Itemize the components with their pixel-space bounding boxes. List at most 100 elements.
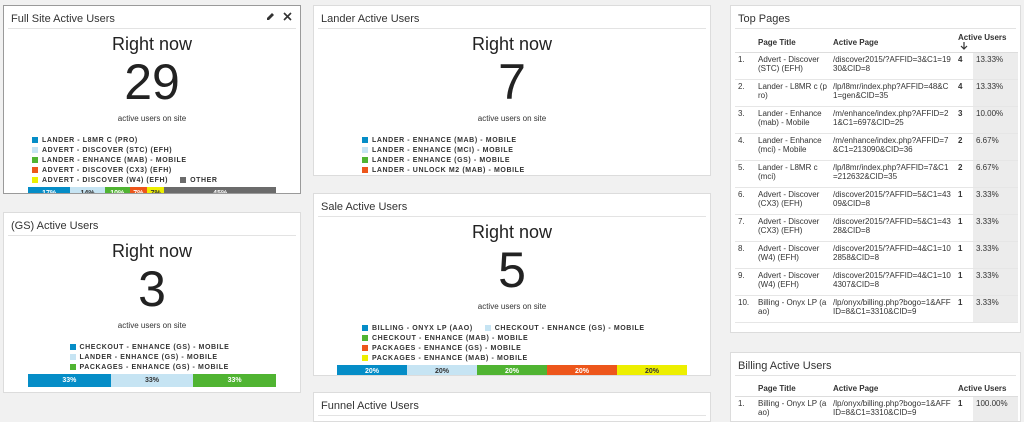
sort-arrow[interactable] — [960, 42, 968, 50]
edit-icon[interactable] — [267, 13, 274, 20]
widget-title: Lander Active Users — [321, 13, 419, 25]
legend-label: OTHER — [190, 177, 218, 184]
table-cell: 3.33% — [973, 296, 1018, 323]
headline: Right now — [314, 221, 710, 243]
legend-label: ADVERT - DISCOVER (W4) (EFH) — [42, 177, 168, 184]
bar-segment: 14% — [70, 187, 105, 194]
legend-swatch — [32, 167, 38, 173]
legend-item: LANDER - ENHANCE (GS) - MOBILE — [70, 352, 218, 362]
close-icon[interactable] — [284, 13, 291, 20]
table-cell: 4 — [955, 80, 973, 107]
legend-label: LANDER - UNLOCK M2 (MAB) - MOBILE — [372, 167, 525, 174]
table-cell: 100.00% — [973, 397, 1018, 422]
legend-label: LANDER - ENHANCE (MAB) - MOBILE — [372, 137, 517, 144]
legend-item: PACKAGES - ENHANCE (GS) - MOBILE — [362, 343, 521, 353]
legend-label: ADVERT - DISCOVER (CX3) (EFH) — [42, 167, 172, 174]
table-cell[interactable]: /discover2015/?AFFID=3&C1=1930&CID=8 — [830, 53, 955, 80]
table-cell: 1 — [955, 242, 973, 269]
header-cell[interactable]: Page Title — [755, 380, 830, 397]
legend: LANDER - ENHANCE (MAB) - MOBILE LANDER - … — [362, 135, 662, 175]
table-row: 10.Billing - Onyx LP (aao)/lp/onyx/billi… — [735, 296, 1018, 323]
widget-header: Full Site Active Users — [8, 6, 296, 29]
legend-label: LANDER - ENHANCE (GS) - MOBILE — [80, 354, 218, 361]
header-cell[interactable]: Active Users — [955, 380, 1018, 397]
widget-actions — [264, 11, 294, 22]
widget-title: Sale Active Users — [321, 201, 407, 213]
table-cell: 3.33% — [973, 242, 1018, 269]
table-cell: 1. — [735, 397, 755, 422]
active-count: 29 — [4, 55, 300, 109]
header-cell — [735, 33, 755, 53]
legend-item: CHECKOUT - ENHANCE (MAB) - MOBILE — [362, 333, 528, 343]
header-cell[interactable]: Active Page — [830, 380, 955, 397]
table-cell[interactable]: /discover2015/?AFFID=5&C1=4309&CID=8 — [830, 188, 955, 215]
legend-swatch — [70, 344, 76, 350]
active-count: 3 — [4, 262, 300, 316]
table-cell[interactable]: /discover2015/?AFFID=4&C1=102858&CID=8 — [830, 242, 955, 269]
table-cell[interactable]: /lp/l8mr/index.php?AFFID=7&C1=212632&CID… — [830, 161, 955, 188]
table-cell: 3.33% — [973, 188, 1018, 215]
bar-segment: 17% — [28, 187, 70, 194]
legend-label: LANDER - ENHANCE (MAB) - MOBILE — [42, 157, 187, 164]
header-cell[interactable]: Active Page — [830, 33, 955, 53]
legend-swatch — [70, 364, 76, 370]
table-cell: 13.33% — [973, 53, 1018, 80]
legend-label: CHECKOUT - ENHANCE (GS) - MOBILE — [495, 325, 645, 332]
header-cell[interactable]: Active Users — [955, 33, 1018, 53]
table-cell[interactable]: /m/enhance/index.php?AFFID=21&C1=697&CID… — [830, 107, 955, 134]
table-cell[interactable]: /discover2015/?AFFID=4&C1=104307&CID=8 — [830, 269, 955, 296]
legend-label: LANDER - ENHANCE (MCI) - MOBILE — [372, 147, 513, 154]
table-cell: 4. — [735, 134, 755, 161]
sort-arrow-path — [961, 42, 967, 49]
widget-title: Billing Active Users — [738, 360, 832, 372]
legend-swatch — [362, 355, 368, 361]
table-cell: Advert - Discover (W4) (EFH) — [755, 242, 830, 269]
headline: Right now — [4, 240, 300, 262]
table-cell[interactable]: /lp/onyx/billing.php?bogo=1&AFFID=8&C1=3… — [830, 296, 955, 323]
table-cell: 2 — [955, 161, 973, 188]
table-cell[interactable]: /discover2015/?AFFID=5&C1=4328&CID=8 — [830, 215, 955, 242]
widget-title: (GS) Active Users — [11, 220, 98, 232]
table-cell[interactable]: /lp/onyx/billing.php?bogo=1&AFFID=8&C1=3… — [830, 397, 955, 422]
table-cell: Billing - Onyx LP (aao) — [755, 296, 830, 323]
legend-label: ADVERT - DISCOVER (STC) (EFH) — [42, 147, 172, 154]
table-row: 9.Advert - Discover (W4) (EFH)/discover2… — [735, 269, 1018, 296]
table-row: 1.Advert - Discover (STC) (EFH)/discover… — [735, 53, 1018, 80]
table-row: 6.Advert - Discover (CX3) (EFH)/discover… — [735, 188, 1018, 215]
headline: Right now — [4, 33, 300, 55]
table-row: 8.Advert - Discover (W4) (EFH)/discover2… — [735, 242, 1018, 269]
table-cell: 1. — [735, 53, 755, 80]
table-cell: 3.33% — [973, 269, 1018, 296]
legend-item: LANDER - ENHANCE (MAB) - MOBILE — [32, 155, 187, 165]
table-cell: Lander - L8MR c (pro) — [755, 80, 830, 107]
table-cell: 6.67% — [973, 134, 1018, 161]
legend-label: LANDER - L8MR C (PRO) — [42, 137, 138, 144]
table-cell[interactable]: /m/enhance/index.php?AFFID=7&C1=213090&C… — [830, 134, 955, 161]
legend-label: PACKAGES - ENHANCE (GS) - MOBILE — [372, 345, 521, 352]
legend-item: ADVERT - DISCOVER (W4) (EFH) — [32, 175, 168, 185]
table-cell: Advert - Discover (W4) (EFH) — [755, 269, 830, 296]
table-cell: 6.67% — [973, 161, 1018, 188]
legend-swatch — [485, 325, 491, 331]
table-row: 1.Billing - Onyx LP (aao)/lp/onyx/billin… — [735, 397, 1018, 422]
table-cell: 10. — [735, 296, 755, 323]
legend-item: PACKAGES - ENHANCE (GS) - MOBILE — [70, 362, 229, 372]
table-cell: 8. — [735, 242, 755, 269]
caption: active users on site — [314, 114, 710, 123]
table-cell[interactable]: /lp/l8mr/index.php?AFFID=48&C1=gen&CID=3… — [830, 80, 955, 107]
table-row: 3.Lander - Enhance (mab) - Mobile/m/enha… — [735, 107, 1018, 134]
stacked-bar: 33%33%33% — [28, 374, 276, 387]
legend-item: ADVERT - DISCOVER (CX3) (EFH) — [32, 165, 172, 175]
legend-swatch — [362, 157, 368, 163]
table-cell: 1 — [955, 296, 973, 323]
header-cell[interactable]: Page Title — [755, 33, 830, 53]
table-cell: Billing - Onyx LP (aao) — [755, 397, 830, 422]
bar-segment: 7% — [147, 187, 164, 194]
